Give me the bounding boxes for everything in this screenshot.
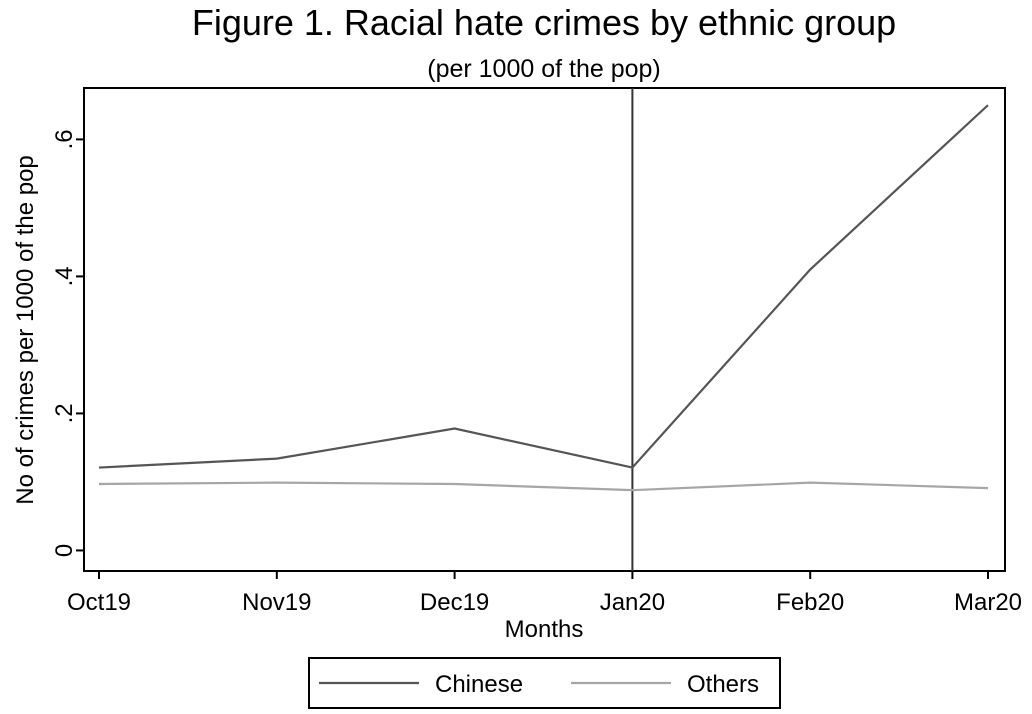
x-tick-label: Mar20 (954, 589, 1022, 616)
series-line-others (99, 483, 988, 491)
legend: Chinese Others (309, 658, 780, 708)
y-tick-label: .4 (51, 266, 78, 286)
chart-subtitle: (per 1000 of the pop) (427, 55, 661, 83)
x-tick-label: Dec19 (420, 589, 489, 616)
plot-area (84, 88, 1005, 571)
y-tick-label: 0 (51, 544, 78, 557)
legend-label-others: Others (687, 671, 759, 698)
x-tick-label: Jan20 (600, 589, 665, 616)
y-axis-label: No of crimes per 1000 of the pop (12, 155, 39, 505)
x-tick-label: Oct19 (67, 589, 131, 616)
y-tick-label: .2 (51, 403, 78, 423)
series-line-chinese (99, 105, 988, 467)
axes-layer: Oct19 Nov19 Dec19 Jan20 Feb20 Mar20 0 .2 .4 .6 (51, 129, 1022, 616)
x-tick-label: Feb20 (776, 589, 844, 616)
x-axis-label: Months (505, 616, 584, 643)
series-layer (99, 88, 988, 571)
chart-title: Figure 1. Racial hate crimes by ethnic g… (192, 2, 896, 43)
x-tick-label: Nov19 (242, 589, 311, 616)
legend-label-chinese: Chinese (435, 671, 523, 698)
y-tick-label: .6 (51, 129, 78, 149)
